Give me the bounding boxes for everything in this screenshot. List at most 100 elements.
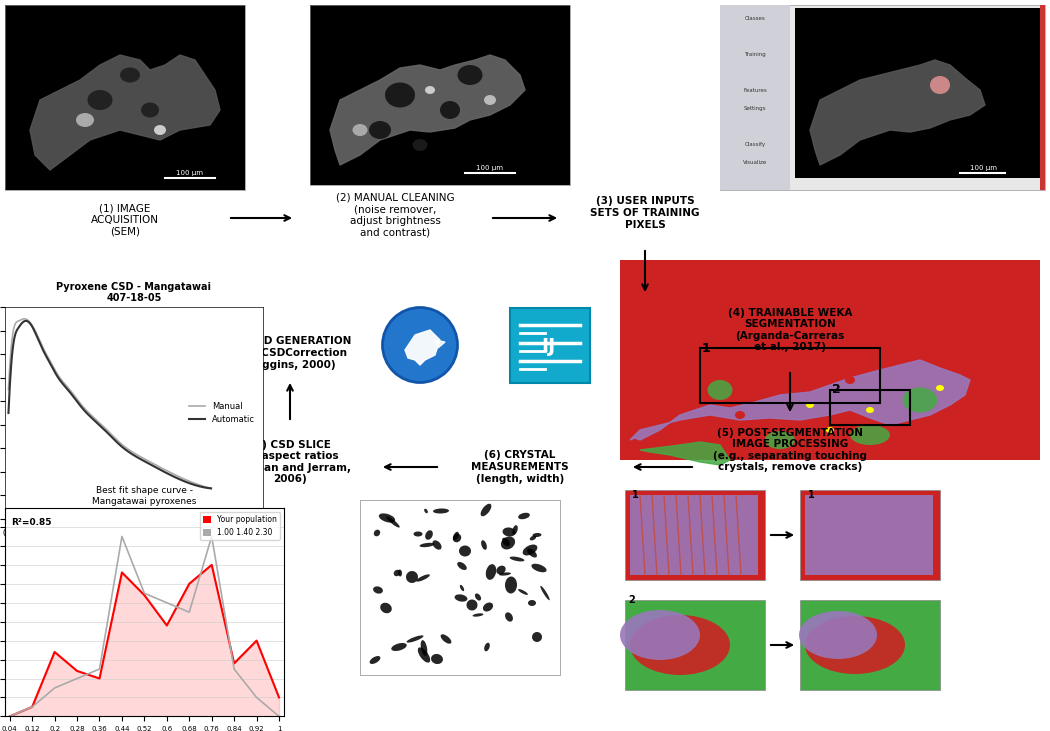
Ellipse shape — [441, 635, 452, 644]
Bar — [630, 495, 758, 575]
Automatic — [127, 450, 140, 459]
Bar — [1040, 5, 1045, 190]
Legend: Your population, 1.00 1.40 2.30: Your population, 1.00 1.40 2.30 — [200, 512, 279, 539]
Ellipse shape — [509, 556, 524, 561]
Ellipse shape — [141, 102, 159, 118]
Bar — [700, 348, 880, 403]
Ellipse shape — [455, 594, 467, 602]
Automatic — [124, 448, 136, 457]
Ellipse shape — [413, 139, 427, 151]
1.00 1.40 2.30 — [139, 589, 151, 598]
Text: (3) USER INPUTS
SETS OF TRAINING
PIXELS: (3) USER INPUTS SETS OF TRAINING PIXELS — [590, 197, 699, 230]
Ellipse shape — [518, 512, 530, 519]
Polygon shape — [405, 330, 440, 365]
Text: (5) POST-SEGMENTATION
IMAGE PROCESSING
(e.g., separating touching
crystals, remo: (5) POST-SEGMENTATION IMAGE PROCESSING (… — [713, 428, 867, 472]
Ellipse shape — [532, 533, 542, 537]
Ellipse shape — [414, 531, 422, 537]
Ellipse shape — [523, 545, 538, 556]
Ellipse shape — [406, 635, 423, 643]
Polygon shape — [330, 55, 525, 165]
Text: Settings: Settings — [743, 106, 766, 111]
Your population — [3, 712, 16, 721]
Text: 2: 2 — [628, 595, 635, 605]
Ellipse shape — [385, 83, 415, 107]
Ellipse shape — [799, 611, 877, 659]
1.00 1.40 2.30 — [48, 683, 61, 692]
Text: Visualize: Visualize — [743, 160, 768, 165]
Ellipse shape — [481, 540, 487, 550]
Ellipse shape — [458, 65, 483, 85]
Polygon shape — [640, 442, 730, 465]
Text: (4) TRAINABLE WEKA
SEGMENTATION
(Arganda-Carreras
et al., 2017): (4) TRAINABLE WEKA SEGMENTATION (Arganda… — [728, 308, 853, 352]
Bar — [625, 490, 765, 580]
Polygon shape — [810, 60, 985, 165]
Your population — [250, 636, 262, 645]
Your population — [139, 591, 151, 599]
Ellipse shape — [630, 615, 730, 675]
Manual — [18, 314, 30, 323]
Ellipse shape — [369, 121, 391, 139]
Your population — [206, 561, 218, 569]
Ellipse shape — [373, 586, 383, 594]
Automatic — [2, 409, 15, 417]
Text: Features: Features — [743, 88, 766, 93]
1.00 1.40 2.30 — [93, 664, 106, 673]
Ellipse shape — [531, 564, 547, 572]
Ellipse shape — [374, 530, 380, 537]
Ellipse shape — [386, 516, 400, 528]
Ellipse shape — [708, 380, 733, 400]
Ellipse shape — [353, 124, 367, 136]
Ellipse shape — [930, 76, 950, 94]
Text: Classes: Classes — [744, 16, 765, 21]
Ellipse shape — [502, 538, 510, 546]
Ellipse shape — [518, 589, 528, 595]
Ellipse shape — [433, 540, 442, 550]
1.00 1.40 2.30 — [70, 674, 83, 683]
Your population — [273, 693, 286, 702]
Ellipse shape — [484, 95, 496, 105]
Ellipse shape — [936, 385, 944, 391]
Manual — [124, 446, 136, 455]
Text: Classify: Classify — [744, 142, 765, 147]
1.00 1.40 2.30 — [3, 712, 16, 721]
Ellipse shape — [394, 569, 400, 576]
Your population — [161, 621, 173, 630]
Text: IJ: IJ — [541, 338, 555, 357]
Ellipse shape — [392, 643, 406, 651]
1.00 1.40 2.30 — [228, 664, 240, 673]
Ellipse shape — [826, 427, 834, 433]
Ellipse shape — [382, 308, 458, 382]
Bar — [310, 5, 570, 185]
1.00 1.40 2.30 — [183, 608, 195, 617]
Ellipse shape — [805, 616, 905, 674]
Bar — [800, 600, 940, 690]
Line: Your population: Your population — [9, 565, 279, 716]
Line: Automatic: Automatic — [8, 321, 211, 488]
Your population — [48, 648, 61, 656]
Your population — [26, 702, 39, 711]
Ellipse shape — [380, 603, 392, 613]
Ellipse shape — [425, 86, 435, 94]
Your population — [70, 667, 83, 675]
Ellipse shape — [433, 509, 449, 513]
Bar — [310, 5, 570, 185]
Text: (8) CSD GENERATION
with CSDCorrection
(Higgins, 2000): (8) CSD GENERATION with CSDCorrection (H… — [228, 336, 352, 370]
Ellipse shape — [505, 577, 517, 594]
Ellipse shape — [530, 536, 537, 540]
Manual — [127, 448, 140, 457]
Ellipse shape — [481, 504, 491, 516]
Ellipse shape — [418, 648, 430, 662]
Line: Manual: Manual — [8, 319, 211, 488]
Text: 2: 2 — [832, 383, 841, 396]
1.00 1.40 2.30 — [116, 532, 128, 541]
Ellipse shape — [499, 572, 511, 575]
Manual — [187, 478, 200, 487]
X-axis label: Length (μm): Length (μm) — [104, 543, 164, 553]
Ellipse shape — [459, 545, 471, 556]
Ellipse shape — [806, 402, 814, 408]
Manual — [2, 385, 15, 394]
Ellipse shape — [541, 586, 550, 600]
Ellipse shape — [850, 425, 890, 445]
Title: Best fit shape curve -
Mangatawai pyroxenes: Best fit shape curve - Mangatawai pyroxe… — [92, 486, 196, 506]
Bar — [805, 495, 933, 575]
